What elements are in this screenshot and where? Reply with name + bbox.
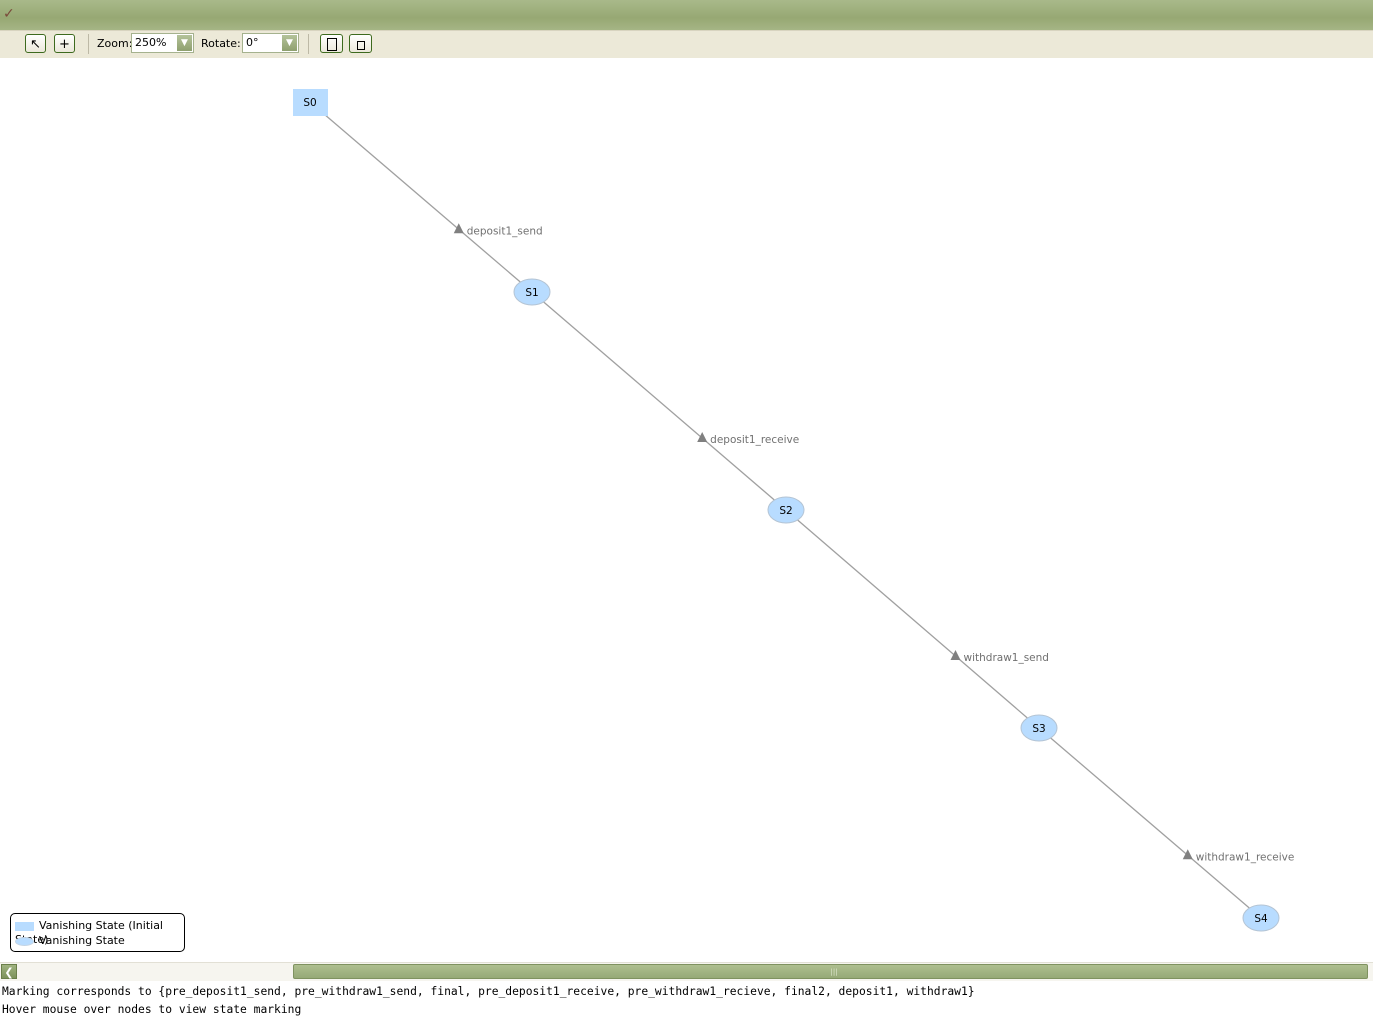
node-S3[interactable]	[1020, 714, 1058, 742]
node-label: S2	[779, 505, 792, 517]
node-label: S0	[303, 97, 316, 109]
edge-label: withdraw1_send	[964, 652, 1049, 664]
scrollbar-thumb[interactable]: |||	[293, 964, 1368, 979]
add-tool-button[interactable]: +	[54, 34, 75, 53]
chevron-down-icon[interactable]: ▼	[177, 35, 192, 51]
legend-label: Vanishing State	[39, 934, 125, 947]
state-graph: deposit1_send deposit1_receive withdraw1_s…	[293, 89, 1295, 932]
pointer-icon: ↖	[30, 37, 41, 52]
node-label: S1	[525, 287, 538, 299]
node-label: S3	[1032, 723, 1045, 735]
marking-text: Marking corresponds to {pre_deposit1_sen…	[2, 985, 975, 998]
edge-label: deposit1_send	[467, 225, 543, 237]
edge-S1-S2	[531, 291, 787, 511]
node-label: S4	[1254, 913, 1268, 925]
toolbar-divider	[88, 34, 89, 54]
rotate-select[interactable]: 0° ▼	[242, 33, 299, 53]
page-small-icon	[356, 41, 365, 50]
edge-S2-S3	[785, 509, 1040, 729]
node-S2[interactable]	[767, 496, 805, 524]
zoom-label: Zoom:	[97, 37, 133, 50]
node-S0[interactable]	[293, 89, 328, 116]
arrow-icon	[1182, 849, 1193, 860]
legend-item-initial: Vanishing State (Initial State)	[15, 919, 184, 946]
legend: Vanishing State (Initial State) Vanishin…	[10, 913, 185, 952]
node-S4[interactable]	[1242, 904, 1280, 932]
toolbar-divider	[308, 34, 309, 54]
plus-icon: +	[59, 37, 70, 52]
pipe-icon: ✓	[3, 6, 15, 22]
edge-S0-S1	[309, 101, 533, 293]
grip-icon: |||	[830, 968, 838, 976]
page-large-button[interactable]	[320, 34, 343, 53]
rect-swatch	[15, 921, 34, 931]
title-bar: ✓	[0, 0, 1373, 30]
toolbar: ↖ + Zoom: 250% ▼ Rotate: 0° ▼	[0, 30, 1373, 58]
node-S1[interactable]	[513, 278, 551, 306]
edge-label: deposit1_receive	[710, 434, 799, 446]
page-small-button[interactable]	[349, 34, 372, 53]
zoom-select[interactable]: 250% ▼	[131, 33, 194, 53]
select-tool-button[interactable]: ↖	[25, 34, 46, 53]
hint-text: Hover mouse over nodes to view state mar…	[2, 1003, 302, 1016]
zoom-value: 250%	[135, 36, 167, 49]
legend-item-vanishing: Vanishing State	[15, 934, 125, 948]
horizontal-scrollbar[interactable]: ❮ |||	[0, 962, 1373, 981]
rotate-label: Rotate:	[201, 37, 241, 50]
edge-S3-S4	[1038, 727, 1262, 919]
arrow-icon	[453, 223, 464, 234]
arrow-icon	[950, 650, 961, 661]
chevron-down-icon[interactable]: ▼	[282, 35, 297, 51]
chevron-left-icon: ❮	[4, 966, 14, 979]
ellipse-swatch	[15, 936, 34, 946]
page-icon	[326, 38, 337, 51]
edge-label: withdraw1_receive	[1196, 851, 1295, 863]
arrow-icon	[697, 432, 708, 443]
rotate-value: 0°	[246, 36, 259, 49]
scroll-left-button[interactable]: ❮	[1, 964, 17, 979]
